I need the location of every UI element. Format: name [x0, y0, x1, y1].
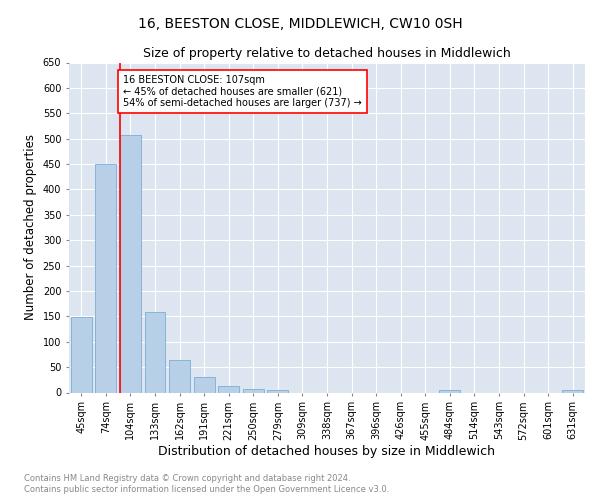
- Bar: [243, 389, 264, 392]
- Title: Size of property relative to detached houses in Middlewich: Size of property relative to detached ho…: [143, 47, 511, 60]
- X-axis label: Distribution of detached houses by size in Middlewich: Distribution of detached houses by size …: [158, 445, 496, 458]
- Bar: [268, 390, 289, 392]
- Text: Contains HM Land Registry data © Crown copyright and database right 2024.
Contai: Contains HM Land Registry data © Crown c…: [24, 474, 389, 494]
- Text: 16 BEESTON CLOSE: 107sqm
← 45% of detached houses are smaller (621)
54% of semi-: 16 BEESTON CLOSE: 107sqm ← 45% of detach…: [123, 75, 362, 108]
- Bar: [439, 390, 460, 392]
- Bar: [120, 134, 141, 392]
- Bar: [562, 390, 583, 392]
- Bar: [71, 318, 92, 392]
- Bar: [218, 386, 239, 392]
- Bar: [145, 312, 166, 392]
- Bar: [194, 378, 215, 392]
- Bar: [95, 164, 116, 392]
- Bar: [169, 360, 190, 392]
- Text: 16, BEESTON CLOSE, MIDDLEWICH, CW10 0SH: 16, BEESTON CLOSE, MIDDLEWICH, CW10 0SH: [137, 18, 463, 32]
- Y-axis label: Number of detached properties: Number of detached properties: [24, 134, 37, 320]
